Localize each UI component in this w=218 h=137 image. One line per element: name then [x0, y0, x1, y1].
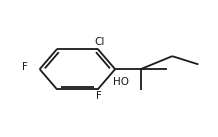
Text: F: F — [22, 62, 28, 72]
Text: F: F — [96, 91, 102, 101]
Text: Cl: Cl — [95, 37, 105, 47]
Text: HO: HO — [113, 77, 129, 87]
